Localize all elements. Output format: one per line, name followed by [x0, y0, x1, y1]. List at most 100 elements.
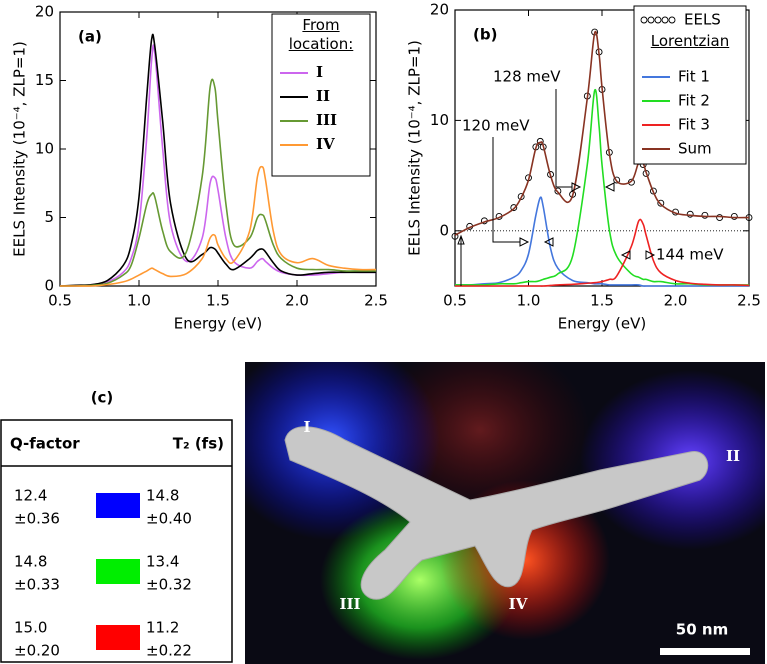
x-tick-label: 1.0	[517, 292, 541, 310]
color-swatch	[96, 559, 140, 584]
data-point	[554, 187, 562, 195]
x-tick-label: 2.5	[364, 292, 388, 310]
y-tick-label: 20	[430, 1, 449, 19]
table-header: T₂ (fs)	[173, 435, 224, 453]
q-error: ±0.20	[14, 642, 60, 660]
y-tick-label: 0	[44, 277, 54, 295]
t2-error: ±0.40	[146, 510, 192, 528]
annotation: 120 meV	[462, 117, 530, 135]
annotation-arrow	[571, 182, 582, 192]
annotation-arrow	[457, 234, 465, 245]
annotation-arrow	[604, 182, 615, 192]
y-axis-label: EELS Intensity (10⁻⁴, ZLP=1)	[11, 41, 29, 257]
legend-marker	[661, 16, 669, 24]
t2: 11.2	[146, 619, 179, 637]
legend-marker	[654, 16, 662, 24]
legend-frame	[633, 5, 747, 165]
legend-marker	[647, 16, 655, 24]
annotation-arrow	[555, 89, 572, 188]
legend-label: Fit 3	[678, 116, 710, 134]
line-series	[59, 33, 376, 287]
y-tick-label: 5	[44, 208, 54, 226]
x-tick-label: 1.5	[590, 292, 614, 310]
x-tick-label: 0.5	[443, 292, 467, 310]
y-tick-label: 0	[439, 221, 449, 239]
line-series	[454, 218, 750, 287]
legend-title: From location:	[288, 16, 354, 53]
annotation: 144 meV	[656, 246, 724, 264]
q-error: ±0.36	[14, 510, 60, 528]
legend-label: Fit 1	[678, 68, 710, 86]
x-tick-label: 2.5	[737, 292, 761, 310]
table-header: Q-factor	[10, 435, 80, 453]
chart: 0.5 1.0 1.5 2.0 2.5 0 5 10 15 20 Energy (eV) EELS I…	[11, 3, 388, 333]
legend-label: EELS	[684, 11, 721, 29]
data-point	[517, 193, 525, 201]
x-tick-label: 2.0	[664, 292, 688, 310]
legend-label: II	[316, 87, 330, 105]
data-point	[730, 212, 738, 220]
legend-frame	[271, 13, 371, 177]
q-error: ±0.33	[14, 576, 60, 594]
t2: 14.8	[146, 487, 179, 505]
legend-label: III	[316, 111, 337, 129]
y-tick-label: 15	[35, 71, 54, 89]
annotation-arrow	[543, 237, 554, 247]
t2-error: ±0.22	[146, 642, 192, 660]
x-tick-label: 1.0	[127, 292, 151, 310]
data-point	[657, 199, 665, 207]
line-series	[455, 88, 749, 286]
legend-title-box: From location:	[288, 16, 354, 53]
location-label: IV	[509, 595, 528, 613]
line-series	[454, 196, 749, 287]
location-label: I	[303, 418, 310, 436]
y-tick-label: 20	[35, 3, 54, 21]
panel-label: (b)	[473, 26, 497, 44]
micrograph	[245, 362, 765, 664]
scale-bar	[660, 648, 750, 655]
data-point	[451, 232, 459, 240]
x-axis-label: Energy (eV)	[558, 315, 646, 333]
annotation-arrow	[620, 250, 631, 260]
table-frame	[0, 419, 233, 663]
legend-label: Fit 2	[678, 92, 710, 110]
line-series	[59, 78, 376, 287]
panel-label: (c)	[91, 389, 114, 407]
legend-label: Sum	[678, 140, 712, 158]
location-label: III	[339, 595, 360, 613]
data-point	[536, 137, 544, 145]
location-label: II	[726, 447, 740, 465]
y-axis-label: EELS Intensity (10⁻⁴, ZLP=1)	[406, 40, 424, 256]
legend-marker	[640, 16, 648, 24]
line-series	[454, 30, 750, 236]
chart: 0.5 1.0 1.5 2.0 2.5 0 10 20 Energy (eV) EELS Inte…	[406, 1, 761, 333]
scale-bar-label: 50 nm	[676, 621, 728, 639]
q-factor: 14.8	[14, 553, 47, 571]
t2: 13.4	[146, 553, 179, 571]
y-tick-label: 10	[35, 140, 54, 158]
data-point	[613, 176, 621, 184]
annotation: 128 meV	[493, 68, 561, 86]
annotation-arrow	[645, 250, 656, 260]
data-point	[701, 211, 709, 219]
t2-error: ±0.32	[146, 576, 192, 594]
panel-label: (a)	[78, 28, 102, 46]
line-series	[59, 165, 377, 287]
legend-label: I	[316, 63, 323, 81]
legend-title-box: Lorentzian	[650, 32, 730, 50]
annotation-arrow	[519, 237, 530, 247]
x-tick-label: 1.5	[206, 292, 230, 310]
x-tick-label: 0.5	[48, 292, 72, 310]
legend-title: Lorentzian	[650, 32, 730, 50]
data-point	[716, 214, 724, 222]
x-tick-label: 2.0	[285, 292, 309, 310]
data-point	[510, 204, 518, 212]
y-tick-label: 10	[430, 111, 449, 129]
legend-label: IV	[316, 135, 335, 153]
color-swatch	[96, 493, 140, 518]
q-factor: 12.4	[14, 487, 47, 505]
data-point	[686, 210, 694, 218]
annotation-arrow	[492, 137, 520, 243]
color-swatch	[96, 625, 140, 650]
